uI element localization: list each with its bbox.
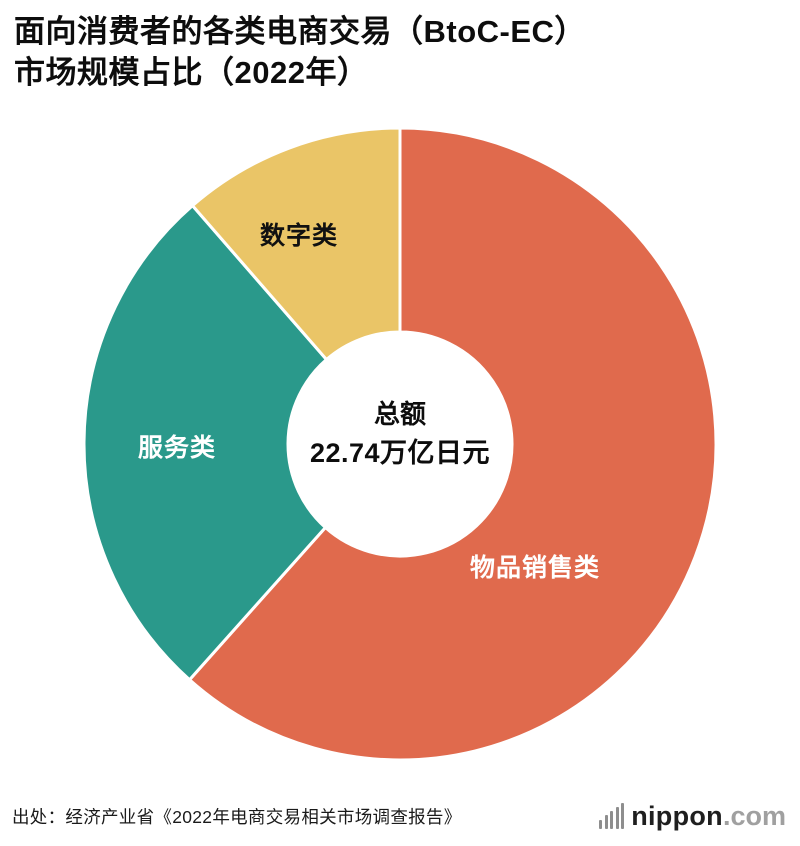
- segment-label-digital: 数字类: [260, 221, 339, 250]
- page-title-line2: 市场规模占比（2022年）: [14, 54, 369, 90]
- donut-segment-2: [190, 126, 402, 362]
- donut-chart: 物品销售类 服务类 数字类 总额 22.74万亿日元: [0, 96, 800, 776]
- logo-tld: .com: [722, 800, 786, 831]
- nippon-com-logo: nippon.com: [599, 801, 786, 832]
- donut-segment-0: [187, 126, 718, 762]
- source-text: 出处：经济产业省《2022年电商交易相关市场调查报告》: [12, 806, 462, 827]
- total-value: 22.74万亿日元: [309, 437, 491, 468]
- donut-chart-svg: [82, 126, 718, 762]
- sound-bars-icon: [599, 803, 625, 829]
- segment-label-services: 服务类: [138, 433, 217, 462]
- logo-name: nippon: [631, 800, 723, 831]
- donut-segment-1: [82, 203, 329, 682]
- logo-wordmark: nippon.com: [631, 801, 786, 832]
- total-label: 总额: [373, 398, 426, 429]
- segment-label-goods: 物品销售类: [470, 553, 601, 582]
- footer: 出处：经济产业省《2022年电商交易相关市场调查报告》 nippon.com: [0, 794, 800, 838]
- page-title-line1: 面向消费者的各类电商交易（BtoC-EC）: [14, 14, 586, 49]
- page-title: 面向消费者的各类电商交易（BtoC-EC） 市场规模占比（2022年）: [0, 0, 800, 94]
- donut-center-label: 总额 22.74万亿日元: [0, 396, 800, 473]
